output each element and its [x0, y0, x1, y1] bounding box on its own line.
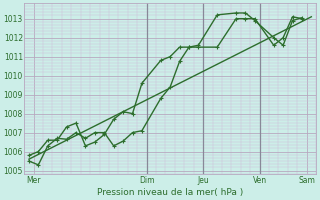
- X-axis label: Pression niveau de la mer( hPa ): Pression niveau de la mer( hPa ): [97, 188, 243, 197]
